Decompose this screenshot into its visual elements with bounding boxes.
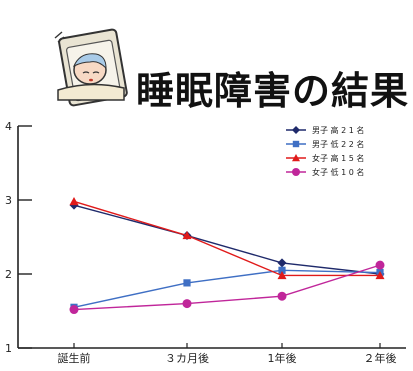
y-tick-label: 3 bbox=[5, 194, 12, 207]
legend-label: 女子 低 1 0 名 bbox=[312, 167, 364, 177]
legend-item-4: 女子 低 1 0 名 bbox=[286, 167, 364, 177]
series-3 bbox=[69, 196, 385, 280]
series-line bbox=[73, 204, 381, 275]
data-point bbox=[69, 305, 79, 315]
x-tick-label: ３カ月後 bbox=[165, 351, 209, 365]
series-line bbox=[73, 269, 381, 308]
data-point bbox=[69, 196, 79, 206]
series-line bbox=[73, 264, 381, 311]
legend-marker bbox=[292, 154, 300, 162]
x-tick-label: 1年後 bbox=[268, 351, 297, 365]
legend-label: 女子 高 1 5 名 bbox=[312, 153, 364, 163]
legend-marker bbox=[292, 168, 300, 176]
data-point bbox=[375, 270, 385, 280]
data-point bbox=[278, 266, 286, 274]
series-2 bbox=[70, 266, 384, 311]
x-tick-label: 誕生前 bbox=[58, 351, 91, 365]
series-line bbox=[73, 200, 380, 277]
x-tick-label: ２年後 bbox=[364, 351, 397, 365]
y-tick-label: 4 bbox=[5, 120, 12, 133]
legend-marker bbox=[292, 140, 300, 148]
data-point bbox=[183, 279, 191, 287]
data-point bbox=[277, 258, 287, 268]
legend-item-1: 男子 高 2 1 名 bbox=[286, 125, 364, 135]
legend-item-3: 女子 高 1 5 名 bbox=[286, 153, 364, 163]
y-tick-label: 1 bbox=[5, 342, 12, 355]
data-point bbox=[277, 270, 287, 280]
sleeping-child-illustration bbox=[54, 28, 128, 107]
data-point bbox=[182, 231, 192, 240]
chart-title: 睡眠障害の結果 bbox=[136, 69, 410, 113]
legend-marker bbox=[292, 126, 300, 134]
chart-axes: 1 2 3 4 誕生前 ３カ月後 1年後 ２年後 bbox=[5, 120, 406, 365]
data-point bbox=[277, 291, 287, 301]
y-tick-label: 2 bbox=[5, 268, 12, 281]
chart-legend: 男子 高 2 1 名男子 低 2 2 名女子 高 1 5 名女子 低 1 0 名 bbox=[286, 125, 364, 177]
series-1 bbox=[69, 200, 385, 279]
series-4 bbox=[69, 260, 385, 315]
data-point bbox=[182, 299, 192, 309]
legend-label: 男子 低 2 2 名 bbox=[312, 139, 364, 149]
data-point bbox=[375, 260, 385, 270]
legend-item-2: 男子 低 2 2 名 bbox=[286, 139, 364, 149]
series-layer bbox=[69, 196, 385, 315]
legend-label: 男子 高 2 1 名 bbox=[312, 125, 364, 135]
